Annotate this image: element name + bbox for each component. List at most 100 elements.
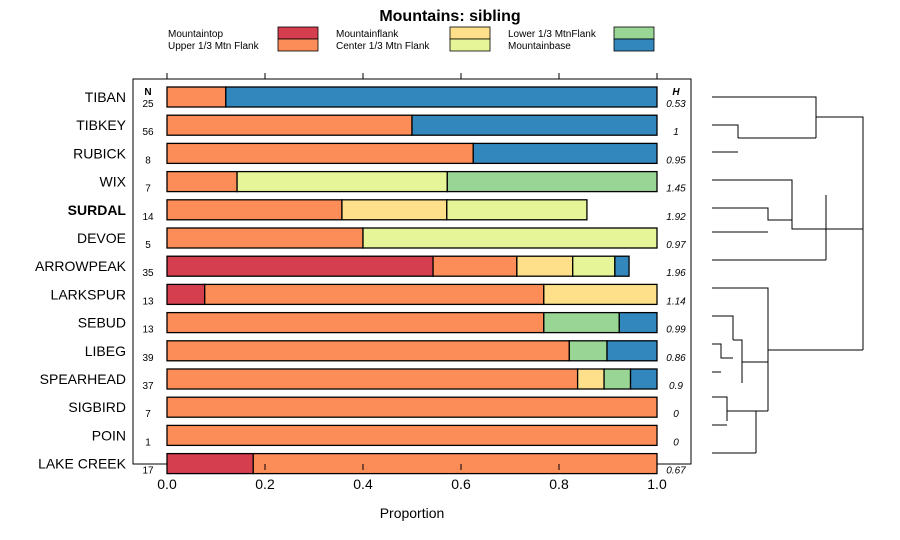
bar-segment [166,311,545,334]
chart-title: Mountains: sibling [379,8,520,25]
dendrogram-branch [727,410,757,453]
bar-segment [446,199,588,221]
bar-segment [629,368,658,390]
bar-segment [166,142,474,165]
n-value: 13 [142,325,154,336]
bar-segment [432,255,518,277]
n-value: 35 [142,268,154,279]
h-value: 1 [673,127,679,138]
category-label: ARROWPEAK [35,258,127,274]
category-label: DEVOE [77,230,126,246]
h-value: 0.95 [666,155,686,166]
h-value: 1.45 [666,184,686,195]
h-value: 0.99 [666,325,686,336]
legend-label: Lower 1/3 MtnFlank [508,29,597,40]
h-value: 0.97 [666,240,686,251]
n-value: 37 [142,381,154,392]
h-value: 0.53 [666,99,686,110]
legend-swatch [277,38,319,52]
dendrogram-branch [712,179,826,230]
n-value: 7 [145,409,151,420]
h-value: 0.9 [669,381,683,392]
h-value: 1.92 [666,212,686,223]
legend-label: Upper 1/3 Mtn Flank [168,41,260,52]
bar-segment [618,311,658,334]
n-header: N [144,87,151,98]
bar-segment [411,114,658,136]
bar-segment [252,452,658,475]
legend-label: Mountainbase [508,41,571,52]
n-value: 5 [145,240,151,251]
legend-label: Mountainflank [336,29,399,40]
x-axis-label: Proportion [380,505,445,521]
n-value: 13 [142,296,154,307]
x-axis: 0.0 0.2 0.4 0.6 0.8 1.0 [157,73,667,492]
bar-segment [603,368,632,390]
n-value: 8 [145,155,151,166]
bar-segment [204,283,545,306]
bar-segment [472,142,658,165]
dendrogram-branch [712,207,792,221]
bar-segment [576,368,605,390]
category-label: SURDAL [68,202,127,218]
bar-segment [614,255,630,277]
legend-label: Center 1/3 Mtn Flank [336,41,430,52]
n-value: 39 [142,353,154,364]
category-label: TIBKEY [76,117,126,133]
n-value: 7 [145,184,151,195]
h-value: 1.96 [666,268,686,279]
dendrogram-branch [712,287,769,411]
bar-segment [166,114,413,136]
bar-segment [543,311,620,334]
h-value: 0 [673,409,679,420]
x-tick-label: 0.6 [451,476,471,492]
bar-segment [568,340,608,362]
n-value: 17 [142,466,154,477]
bar-segment [166,368,579,390]
dendrogram-branch [816,116,864,290]
legend-swatch [613,26,655,40]
bar-segment [166,396,658,418]
dendrogram-branch [825,195,863,260]
bar-segment [516,255,574,277]
category-label: SPEARHEAD [40,371,126,387]
dendrogram-branch [712,96,817,117]
dendrogram-branch [712,343,733,359]
bar-segment [341,199,448,221]
n-value: 25 [142,99,154,110]
dendrogram-branch [733,339,743,383]
bar-segment [166,170,238,193]
bar-segment [166,452,254,475]
n-value: 14 [142,212,154,223]
bar-segment [236,170,448,193]
category-label: POIN [92,427,126,443]
bar-segment [166,424,658,447]
bar-segment [362,227,658,249]
category-label: SEBUD [78,315,126,331]
x-tick-label: 0.0 [157,476,177,492]
legend-swatch [449,38,491,52]
bar-segment [166,340,570,362]
h-value: 0.86 [666,353,686,364]
bar-segment [225,86,658,108]
h-value: 0.67 [666,466,686,477]
h-header: H [672,87,680,98]
bar-segment [543,283,658,306]
category-label: TIBAN [85,89,126,105]
bar-segment [166,227,364,249]
dendrogram-branch [712,396,728,421]
x-tick-label: 0.2 [255,476,275,492]
legend-label: Mountaintop [168,29,223,40]
bar-segment [166,255,434,277]
category-label: RUBICK [73,145,127,161]
category-label: WIX [100,174,127,190]
bar-segment [572,255,616,277]
category-label: LIBEG [85,343,126,359]
category-label: SIGBIRD [68,399,126,415]
legend-swatch [449,26,491,40]
n-value: 1 [145,437,151,448]
x-tick-label: 0.8 [549,476,569,492]
bar-segment [446,170,658,193]
x-tick-label: 0.4 [353,476,373,492]
